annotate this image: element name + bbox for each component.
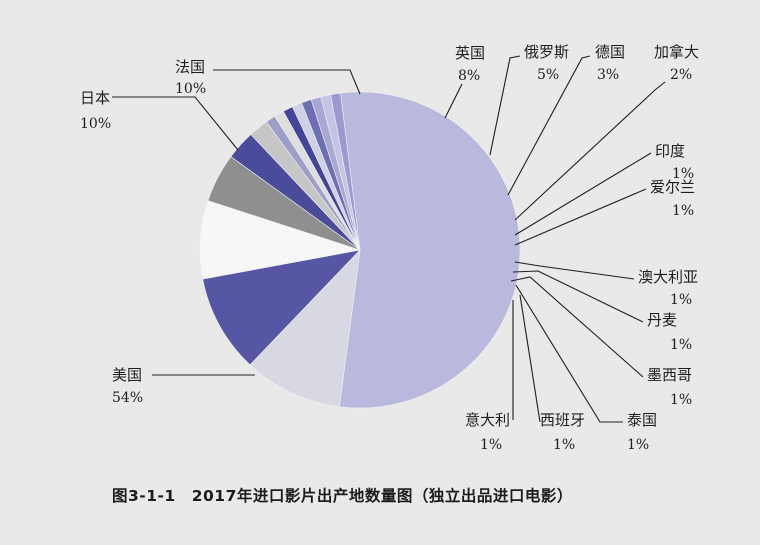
slice-label-slice-12: 墨西哥	[647, 366, 692, 384]
slice-percent-slice-3: 10%	[175, 81, 206, 97]
slice-label-slice-6: 德国	[595, 43, 625, 61]
leader-line-slice-7	[514, 81, 666, 221]
slice-label-slice-8: 印度	[655, 142, 685, 160]
pie-slice-2	[249, 249, 361, 408]
slice-label-slice-9: 爱尔兰	[650, 178, 695, 196]
leader-line-slice-2	[112, 96, 239, 151]
slice-label-slice-2: 日本	[80, 89, 110, 107]
slice-label-slice-14: 西班牙	[540, 411, 585, 429]
leader-line-slice-12	[510, 276, 644, 378]
slice-percent-slice-13: 1%	[627, 437, 649, 453]
slice-percent-slice-6: 3%	[597, 67, 619, 83]
slice-label-slice-5: 俄罗斯	[524, 43, 569, 61]
slice-percent-slice-2: 10%	[80, 116, 111, 132]
slice-label-slice-7: 加拿大	[654, 43, 699, 61]
pie-slice-15	[330, 92, 361, 251]
slice-percent-slice-8: 1%	[672, 166, 694, 182]
slice-percent-slice-7: 2%	[670, 67, 692, 83]
figure-caption: 图3-1-1 2017年进口影片出产地数量图（独立出品进口电影）	[112, 487, 573, 505]
leader-line-slice-4	[444, 83, 463, 119]
slice-percent-slice-12: 1%	[670, 392, 692, 408]
slice-percent-slice-4: 8%	[458, 68, 480, 84]
pie-slice-3	[202, 249, 361, 366]
leader-line-slice-3	[213, 69, 361, 95]
leader-line-slice-6	[507, 55, 591, 196]
leader-line-slice-5	[489, 55, 521, 156]
leader-line-slice-9	[514, 188, 647, 246]
leader-line-slice-13	[515, 284, 623, 423]
leader-line-slice-11	[512, 270, 644, 323]
leader-line-slice-8	[514, 152, 652, 236]
slice-percent-slice-11: 1%	[670, 337, 692, 353]
slice-percent-slice-5: 5%	[537, 67, 559, 83]
slice-label-slice-3: 法国	[175, 58, 205, 76]
slice-percent-slice-14: 1%	[553, 437, 575, 453]
slice-label-slice-15: 意大利	[465, 411, 510, 429]
leader-line-slice-14	[519, 294, 541, 423]
leader-line-slice-10	[514, 261, 635, 280]
slice-percent-slice-15: 1%	[480, 437, 502, 453]
slice-label-slice-10: 澳大利亚	[638, 268, 698, 286]
slice-label-slice-11: 丹麦	[647, 311, 677, 329]
slice-percent-slice-9: 1%	[672, 203, 694, 219]
slice-label-slice-1: 美国	[112, 366, 142, 384]
slice-label-slice-13: 泰国	[627, 411, 657, 429]
slice-percent-slice-10: 1%	[670, 292, 692, 308]
slice-percent-slice-1: 54%	[112, 390, 143, 406]
pie-slice-1	[339, 91, 521, 409]
slice-label-slice-4: 英国	[455, 44, 485, 62]
